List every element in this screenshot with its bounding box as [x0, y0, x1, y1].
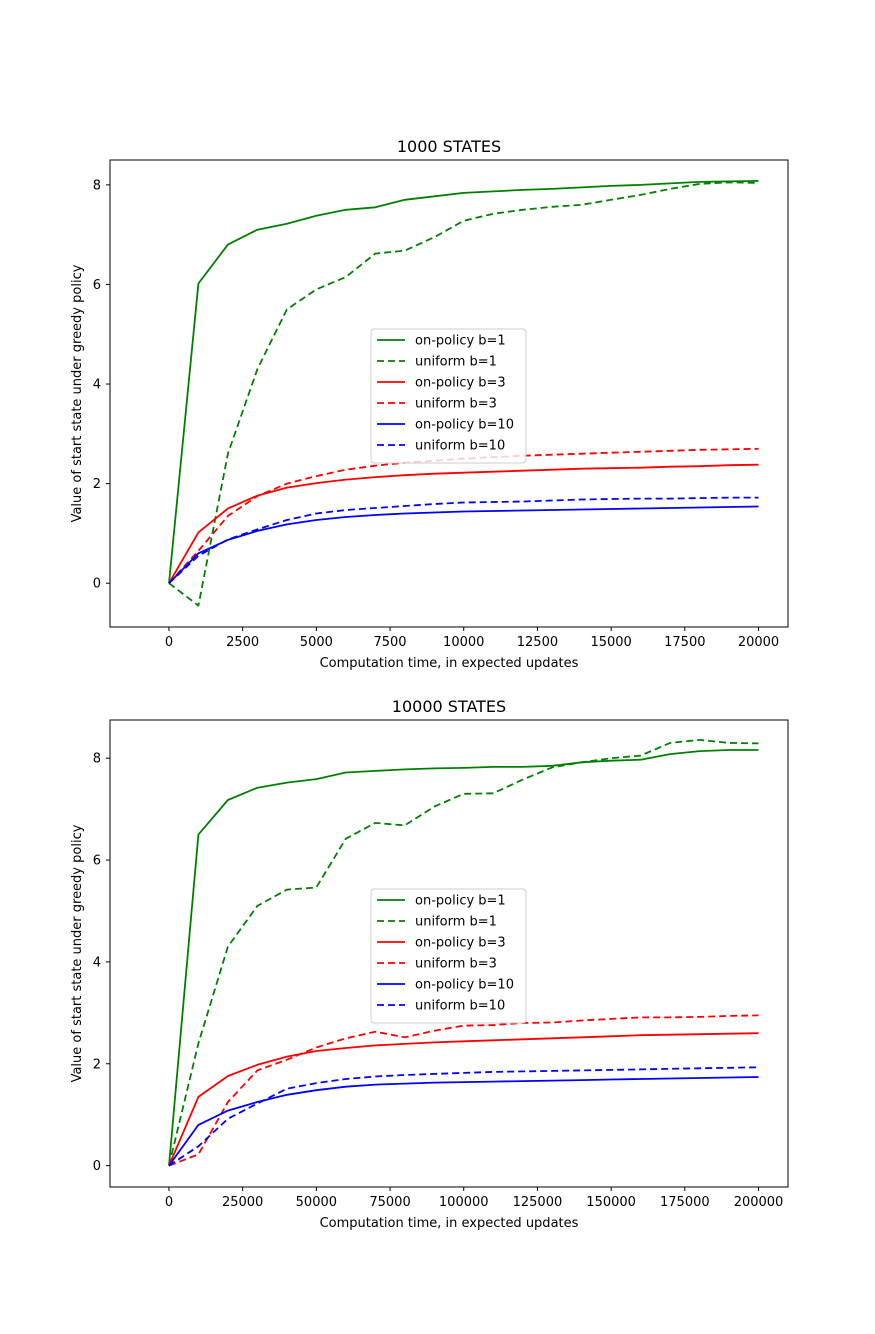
legend-entry: on-policy b=3 — [415, 936, 506, 951]
series-line-on-policy-b-1 — [168, 180, 759, 584]
x-tick-label: 17500 — [664, 635, 705, 650]
y-tick-label: 4 — [93, 955, 101, 970]
y-tick-label: 0 — [93, 1159, 101, 1174]
x-tick-label: 175000 — [660, 1195, 710, 1210]
legend: on-policy b=1 uniform b=1 on-policy b=3 uni… — [370, 328, 527, 464]
legend-entry: on-policy b=1 — [415, 894, 506, 909]
series-line-on-policy-b-1 — [168, 749, 759, 1166]
series-line-on-policy-b-3 — [168, 463, 759, 584]
y-axis-label: Value of start state under greedy policy — [70, 824, 85, 1082]
y-tick-label: 4 — [93, 378, 101, 393]
plot-frame — [109, 719, 789, 1188]
chart-title: 10000 STATES — [392, 697, 506, 716]
legend-entry: on-policy b=3 — [415, 376, 506, 391]
x-tick-label: 5000 — [300, 635, 333, 650]
x-tick-label: 100000 — [439, 1195, 489, 1210]
legend-entry: uniform b=3 — [415, 397, 497, 412]
y-tick-label: 8 — [93, 178, 101, 193]
legend-entry: uniform b=10 — [415, 439, 505, 454]
y-tick-label: 2 — [93, 477, 101, 492]
legend-box — [370, 888, 527, 1024]
y-tick-label: 2 — [93, 1057, 101, 1072]
legend-entry: uniform b=1 — [415, 355, 497, 370]
x-tick-label: 25000 — [222, 1195, 263, 1210]
y-tick-label: 0 — [93, 577, 101, 592]
chart-2: 10000 STATES 0 25000 50000 75000 100000 125000… — [70, 697, 789, 1231]
legend-entry: uniform b=10 — [415, 999, 505, 1014]
x-axis-label: Computation time, in expected updates — [320, 656, 579, 671]
x-tick-label: 50000 — [296, 1195, 337, 1210]
x-axis-label: Computation time, in expected updates — [320, 1216, 579, 1231]
series-line-uniform-b-10 — [168, 1066, 759, 1167]
series-line-uniform-b-1 — [168, 739, 759, 1166]
y-axis: 0 2 4 6 8 — [93, 752, 110, 1174]
x-axis: 0 25000 50000 75000 100000 125000 150000 175000… — [165, 1187, 784, 1210]
y-tick-label: 6 — [93, 854, 101, 869]
series-line-uniform-b-3 — [168, 1014, 759, 1167]
x-tick-label: 2500 — [226, 635, 259, 650]
x-tick-label: 12500 — [517, 635, 558, 650]
x-tick-label: 0 — [165, 635, 173, 650]
legend-entry: on-policy b=1 — [415, 334, 506, 349]
legend-entry: on-policy b=10 — [415, 978, 514, 993]
legend-entry: uniform b=3 — [415, 957, 497, 972]
x-tick-label: 7500 — [373, 635, 406, 650]
x-tick-label: 125000 — [513, 1195, 563, 1210]
x-tick-label: 15000 — [590, 635, 631, 650]
x-tick-label: 20000 — [738, 635, 779, 650]
y-tick-label: 8 — [93, 752, 101, 767]
series-line-on-policy-b-10 — [168, 1076, 759, 1167]
x-tick-label: 75000 — [369, 1195, 410, 1210]
series-line-uniform-b-10 — [168, 496, 759, 584]
legend-box — [370, 328, 527, 464]
series-line-on-policy-b-3 — [168, 1032, 759, 1166]
y-axis-label: Value of start state under greedy policy — [70, 264, 85, 522]
series-line-uniform-b-1 — [168, 181, 759, 607]
plot-frame — [109, 159, 789, 628]
y-axis: 0 2 4 6 8 — [93, 178, 110, 592]
legend-entry: uniform b=1 — [415, 915, 497, 930]
series-line-uniform-b-3 — [168, 447, 759, 584]
series-group — [168, 739, 759, 1167]
x-tick-label: 10000 — [443, 635, 484, 650]
legend: on-policy b=1 uniform b=1 on-policy b=3 uni… — [370, 888, 527, 1024]
y-tick-label: 6 — [93, 278, 101, 293]
x-tick-label: 0 — [165, 1195, 173, 1210]
x-tick-label: 200000 — [734, 1195, 784, 1210]
x-axis: 0 2500 5000 7500 10000 12500 15000 17500 20000 — [165, 627, 779, 650]
series-line-on-policy-b-10 — [168, 505, 759, 584]
chart-1: 1000 STATES 0 2500 5000 7500 10000 12500 15000 1… — [70, 137, 789, 671]
legend-entry: on-policy b=10 — [415, 418, 514, 433]
chart-title: 1000 STATES — [397, 137, 501, 156]
x-tick-label: 150000 — [586, 1195, 636, 1210]
series-group — [168, 180, 759, 607]
